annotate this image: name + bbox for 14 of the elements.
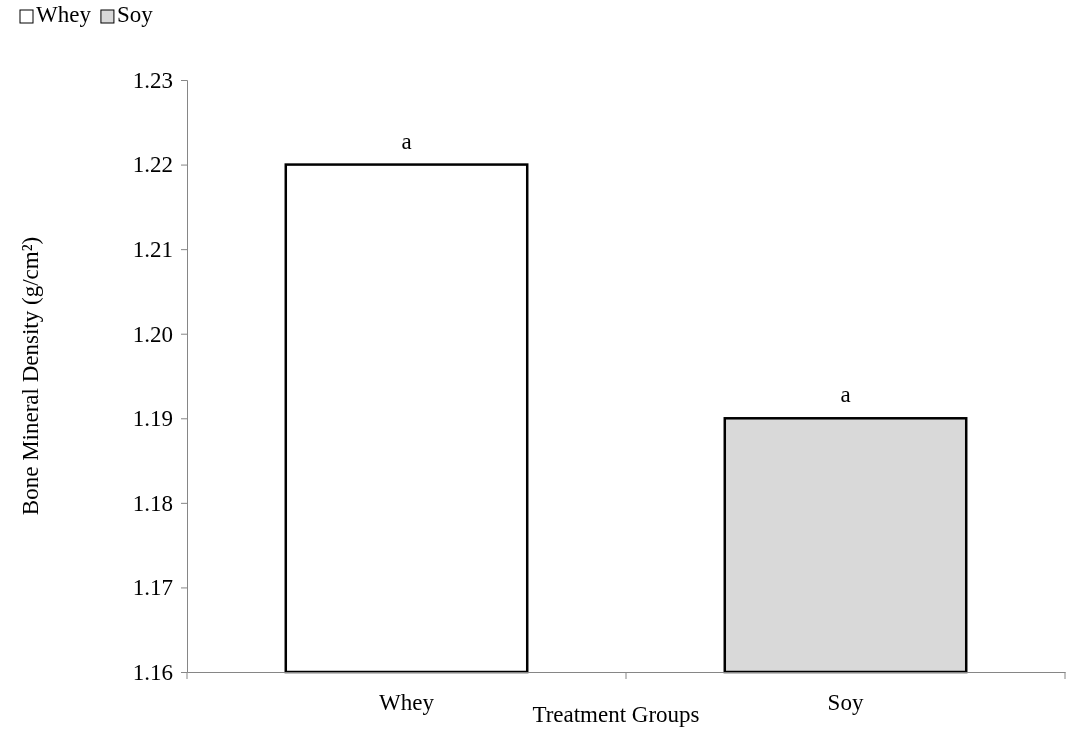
y-tick-label: 1.19 xyxy=(132,406,173,432)
y-tick-label: 1.16 xyxy=(132,659,173,685)
annotation: a xyxy=(401,128,412,154)
y-tick-label: 1.21 xyxy=(132,237,173,262)
y-tick-label: 1.23 xyxy=(132,67,173,93)
legend-label: Whey xyxy=(36,2,92,27)
y-tick-label: 1.17 xyxy=(132,575,173,601)
annotation: a xyxy=(840,382,851,408)
y-tick-label: 1.20 xyxy=(132,321,173,347)
y-axis-title: Bone Mineral Density (g/cm²) xyxy=(18,236,43,516)
legend-label: Soy xyxy=(116,2,154,27)
y-tick-label: 1.22 xyxy=(132,152,173,178)
y-tick-label: 1.18 xyxy=(132,490,173,516)
x-axis-title: Treatment Groups xyxy=(532,702,700,727)
